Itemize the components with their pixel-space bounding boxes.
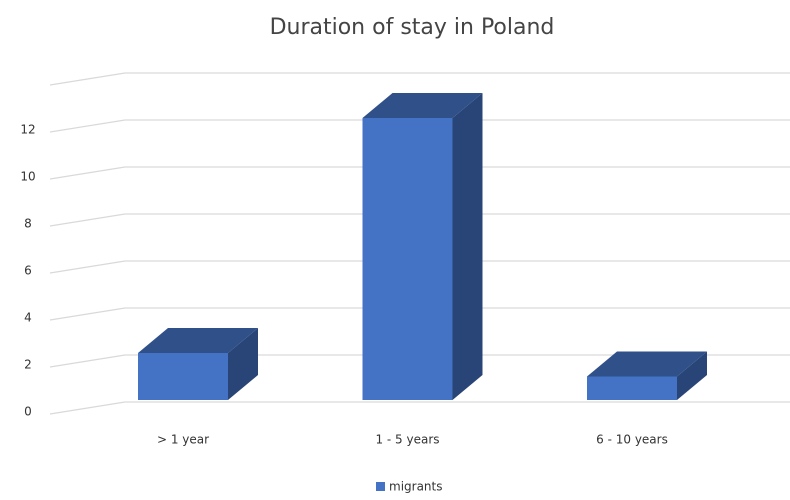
- x-tick-label: 6 - 10 years: [596, 433, 668, 447]
- legend-swatch: [376, 482, 385, 491]
- y-tick-label: 12: [20, 123, 35, 137]
- y-tick-label: 6: [24, 264, 32, 278]
- y-tick-label: 2: [24, 358, 32, 372]
- y-tick-label: 10: [20, 170, 35, 184]
- grid-line: [49, 307, 790, 321]
- grid-line: [49, 119, 790, 133]
- grid-line: [49, 72, 790, 86]
- bar-top: [362, 93, 483, 118]
- grid-line: [49, 166, 790, 180]
- bar-top: [587, 351, 707, 377]
- x-tick-label: > 1 year: [157, 433, 209, 447]
- y-tick-label: 0: [24, 405, 32, 419]
- legend-label: migrants: [389, 480, 443, 494]
- chart-title: Duration of stay in Poland: [270, 15, 555, 40]
- bar-side: [452, 93, 483, 400]
- bar-side: [228, 328, 258, 400]
- grid-line: [49, 260, 790, 274]
- grid-line: [49, 401, 790, 415]
- bar: [138, 353, 228, 400]
- bar: [362, 118, 453, 400]
- bar: [587, 376, 677, 400]
- bar-top: [138, 328, 258, 353]
- y-tick-label: 8: [24, 217, 32, 231]
- grid-line: [49, 354, 790, 368]
- bar-side: [677, 351, 707, 400]
- grid-line: [49, 213, 790, 227]
- y-tick-label: 4: [24, 311, 32, 325]
- x-tick-label: 1 - 5 years: [375, 433, 439, 447]
